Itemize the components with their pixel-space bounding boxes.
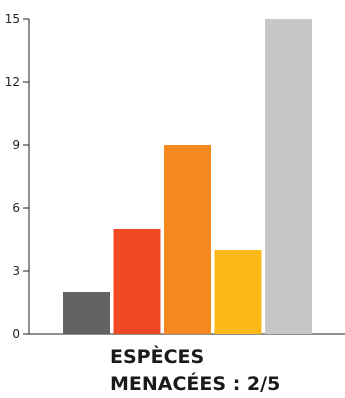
bar-chart: 0 3 6 9 12 15 xyxy=(5,12,345,341)
chart-caption: ESPÈCES MENACÉES : 2/5 xyxy=(110,344,340,398)
y-tick-label: 6 xyxy=(12,201,20,215)
y-tick-label: 3 xyxy=(12,264,20,278)
bar-1 xyxy=(63,292,110,334)
bar-4 xyxy=(214,250,262,334)
y-tick-label: 15 xyxy=(5,12,20,26)
bar-5 xyxy=(265,19,312,334)
bar-2 xyxy=(113,229,161,334)
chart-bars xyxy=(63,19,312,334)
caption-line-2: MENACÉES : 2/5 xyxy=(110,373,281,395)
y-tick-label: 12 xyxy=(5,75,20,89)
caption-line-1: ESPÈCES xyxy=(110,346,205,368)
y-tick-label: 9 xyxy=(12,138,20,152)
bar-3 xyxy=(164,145,211,334)
y-tick-label: 0 xyxy=(12,327,20,341)
